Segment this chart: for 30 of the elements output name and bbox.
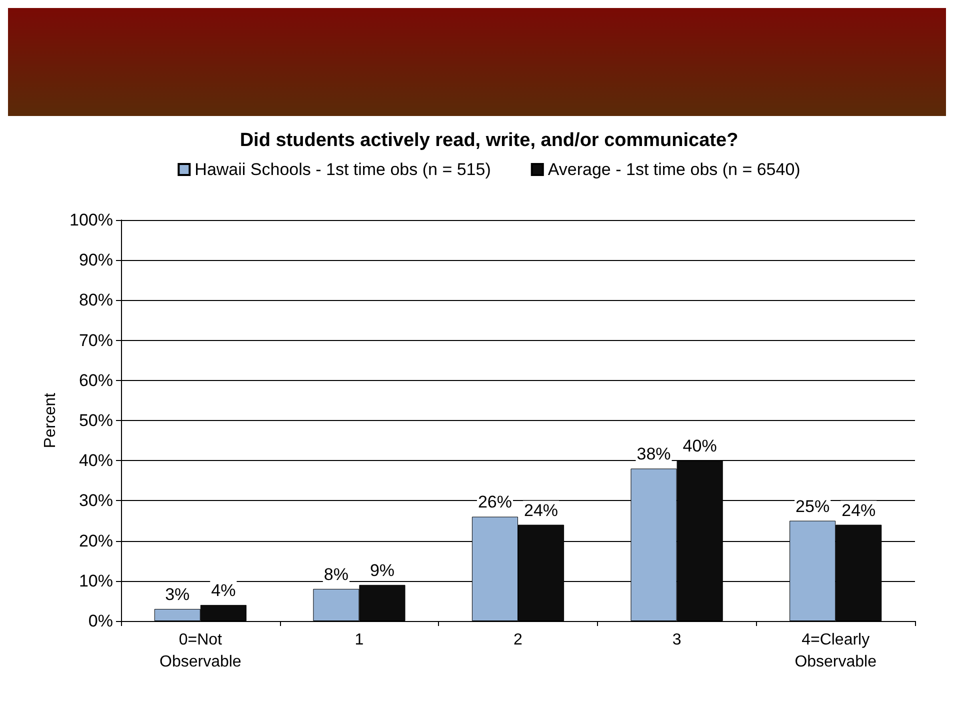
y-tick-label: 90% (78, 250, 113, 270)
x-tick-label: 2 (514, 632, 523, 648)
y-tick-label: 0% (88, 612, 113, 630)
y-tick-label: 50% (78, 411, 113, 430)
y-tick-label: 10% (78, 571, 113, 590)
data-label: 38% (636, 444, 671, 464)
y-tick-label: 40% (78, 451, 113, 470)
data-label: 8% (324, 564, 348, 584)
data-label: 24% (524, 500, 558, 520)
data-label: 40% (682, 436, 717, 456)
legend-label: Hawaii Schools - 1st time obs (n = 515) (194, 160, 491, 179)
x-tick-label: 3 (672, 632, 682, 648)
y-axis-title: Percent (42, 392, 60, 448)
y-tick-label: 60% (78, 370, 113, 390)
y-tick-label: 80% (78, 290, 113, 310)
data-label: 9% (370, 560, 395, 580)
data-label: 3% (165, 584, 190, 604)
chart-title: Did students actively read, write, and/or communicate? (240, 130, 738, 151)
data-label: 24% (842, 500, 876, 520)
y-tick-label: 100% (70, 210, 113, 230)
x-tick-label: 4=Clearly Observable (794, 632, 877, 670)
data-label: 26% (478, 492, 512, 512)
y-tick-label: 30% (78, 491, 113, 510)
x-tick-label: 0=Not Observable (159, 632, 242, 670)
data-label: 25% (796, 496, 830, 516)
data-label: 4% (211, 580, 236, 600)
x-tick-label: 1 (354, 632, 364, 648)
legend-label: Average - 1st time obs (n = 6540) (548, 160, 800, 179)
y-tick-label: 70% (78, 330, 113, 350)
y-tick-label: 20% (78, 531, 113, 550)
